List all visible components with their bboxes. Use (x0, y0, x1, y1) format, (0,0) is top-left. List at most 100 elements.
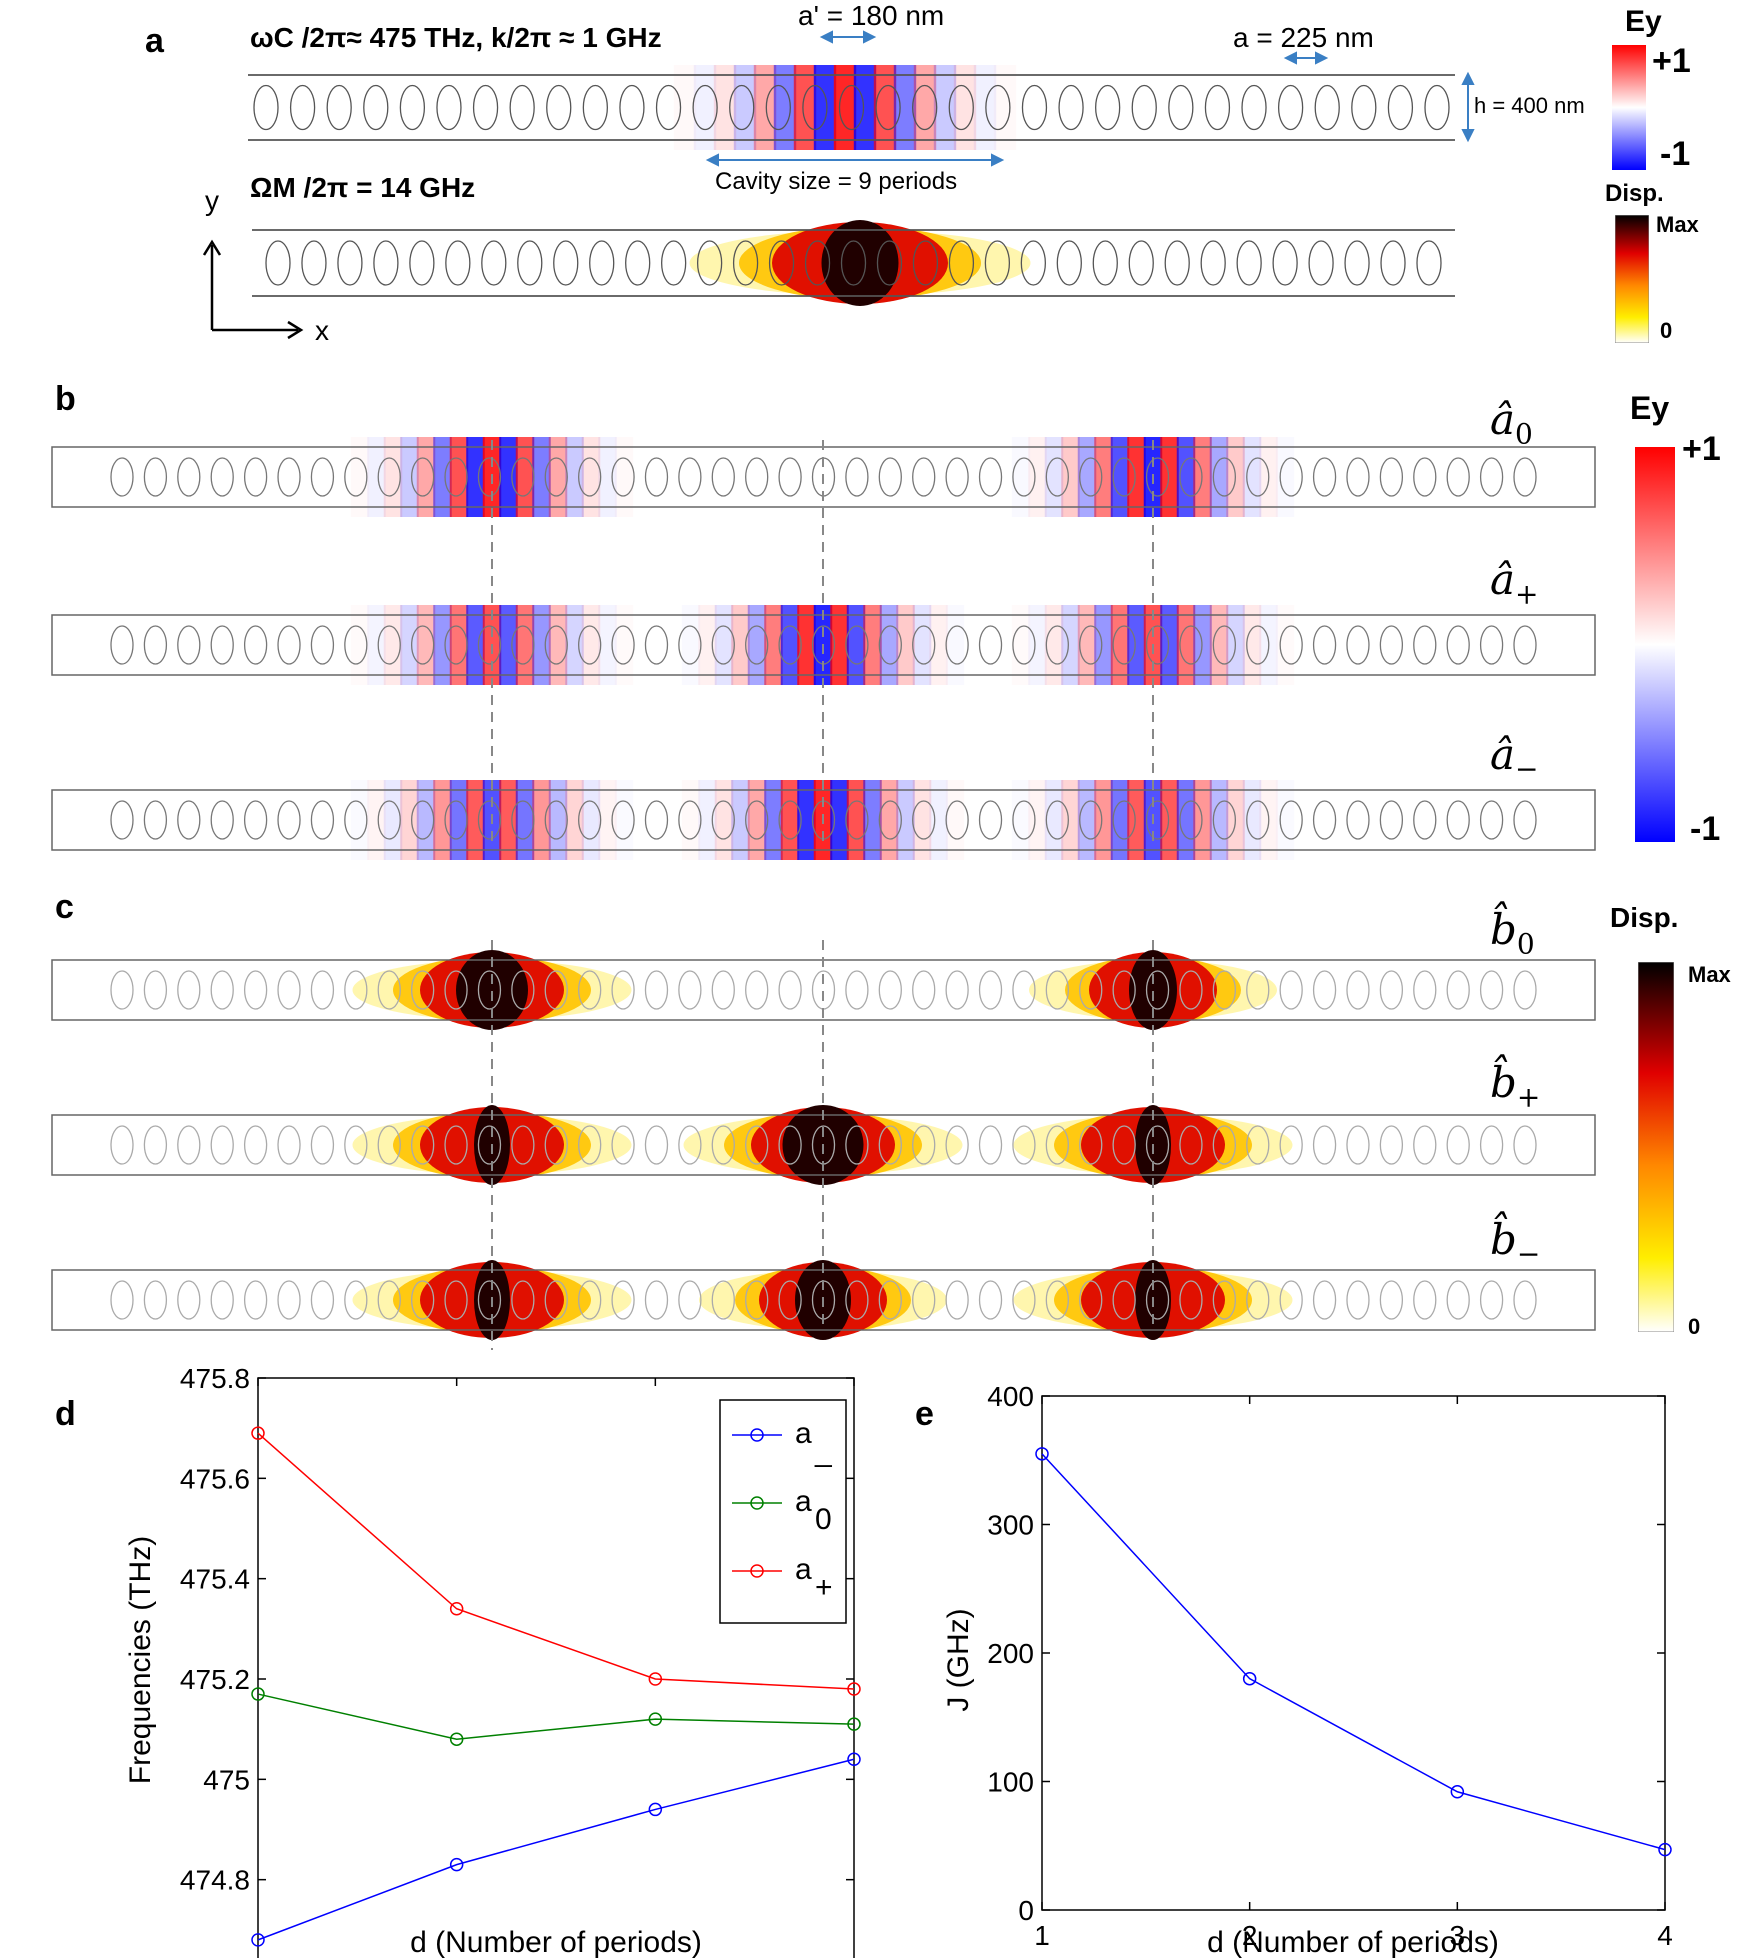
y-tick-label: 400 (987, 1381, 1034, 1412)
y-tick-label: 475.2 (180, 1664, 250, 1695)
hole (875, 84, 901, 131)
hole (945, 625, 969, 665)
hole (344, 1280, 368, 1320)
hole (644, 457, 669, 497)
disp-max (821, 220, 899, 306)
field-stripe (714, 605, 734, 685)
hole (1045, 1280, 1069, 1320)
data-point (251, 1687, 265, 1701)
field-stripe (780, 780, 800, 860)
hole (277, 970, 301, 1010)
hole (1179, 970, 1203, 1010)
field-stripe (731, 780, 750, 860)
cavity-center-lines-c (491, 940, 1154, 1350)
hole (517, 240, 543, 286)
hole (1212, 1280, 1237, 1320)
hole (1145, 970, 1170, 1010)
hole (845, 970, 869, 1010)
data-point (449, 1732, 464, 1746)
field-stripe (1209, 437, 1229, 517)
hole (878, 1280, 902, 1320)
hole (344, 1125, 368, 1165)
hole (1179, 800, 1203, 840)
hole (1079, 970, 1103, 1010)
panel-d-label: d (55, 1395, 76, 1433)
field-stripe (515, 437, 535, 517)
field-stripe (383, 437, 403, 517)
disp-max-a: Max (1656, 212, 1699, 237)
hole (444, 1280, 468, 1320)
hole (1513, 970, 1537, 1010)
field-stripe (1176, 780, 1196, 860)
hole (265, 240, 291, 286)
hole (1200, 240, 1226, 286)
hole (802, 84, 828, 131)
field-stripe (433, 780, 452, 860)
hole (1112, 800, 1136, 840)
field-stripe (1077, 605, 1097, 685)
hole (544, 800, 568, 840)
hole (1279, 970, 1303, 1010)
hole (477, 800, 502, 840)
data-point (449, 1857, 464, 1872)
chart-e-ylabel: J (GHz) (942, 1608, 975, 1711)
field-stripe (813, 65, 837, 150)
field-stripe (1044, 605, 1064, 685)
hole (768, 240, 795, 286)
hole (544, 1280, 568, 1320)
hole (745, 625, 769, 665)
a-lattice-label: a = 225 nm (1233, 22, 1374, 53)
hole (377, 625, 401, 665)
hole (589, 240, 615, 286)
hole (745, 970, 769, 1010)
hole (778, 1125, 802, 1165)
field-stripe (733, 65, 757, 150)
hole (511, 1125, 535, 1165)
hole (310, 457, 335, 497)
field-stripe (764, 780, 783, 860)
hole (985, 84, 1011, 131)
hole (678, 1280, 702, 1320)
hole (337, 240, 363, 286)
hole (1145, 1125, 1170, 1165)
hole (745, 1280, 769, 1320)
hole (1145, 457, 1170, 497)
hole (477, 457, 502, 497)
field-stripe (400, 780, 419, 860)
field-stripe (449, 437, 469, 517)
hole (177, 457, 201, 497)
hole (344, 970, 368, 1010)
hole (1413, 800, 1437, 840)
data-point (648, 1672, 663, 1686)
hole (1012, 625, 1036, 665)
hole (1112, 970, 1136, 1010)
hole (1479, 1280, 1504, 1320)
hole (410, 970, 435, 1010)
hole (878, 625, 902, 665)
hole (1413, 970, 1437, 1010)
mode-label-aplus: â+ (1490, 555, 1539, 611)
field-stripe (515, 780, 535, 860)
hole (1204, 84, 1231, 131)
field-stripe (615, 780, 633, 860)
hole (1279, 457, 1303, 497)
y-tick-label: 200 (987, 1638, 1034, 1669)
data-point (251, 1933, 265, 1947)
hole (511, 800, 535, 840)
field-stripe (367, 605, 386, 685)
hole (1346, 1125, 1370, 1165)
panel-a-label: a (145, 22, 164, 60)
hole (644, 1125, 669, 1165)
hole (578, 1125, 602, 1165)
field-stripe (1276, 437, 1294, 517)
field-stripe (1028, 780, 1047, 860)
hole (1387, 84, 1414, 131)
hole (1056, 240, 1082, 286)
hole (1236, 240, 1262, 286)
hole (845, 1280, 869, 1320)
hole (1413, 1280, 1437, 1320)
field-stripe (1077, 437, 1097, 517)
field-stripe (1276, 780, 1294, 860)
hole (1112, 1280, 1136, 1320)
hole (544, 970, 568, 1010)
